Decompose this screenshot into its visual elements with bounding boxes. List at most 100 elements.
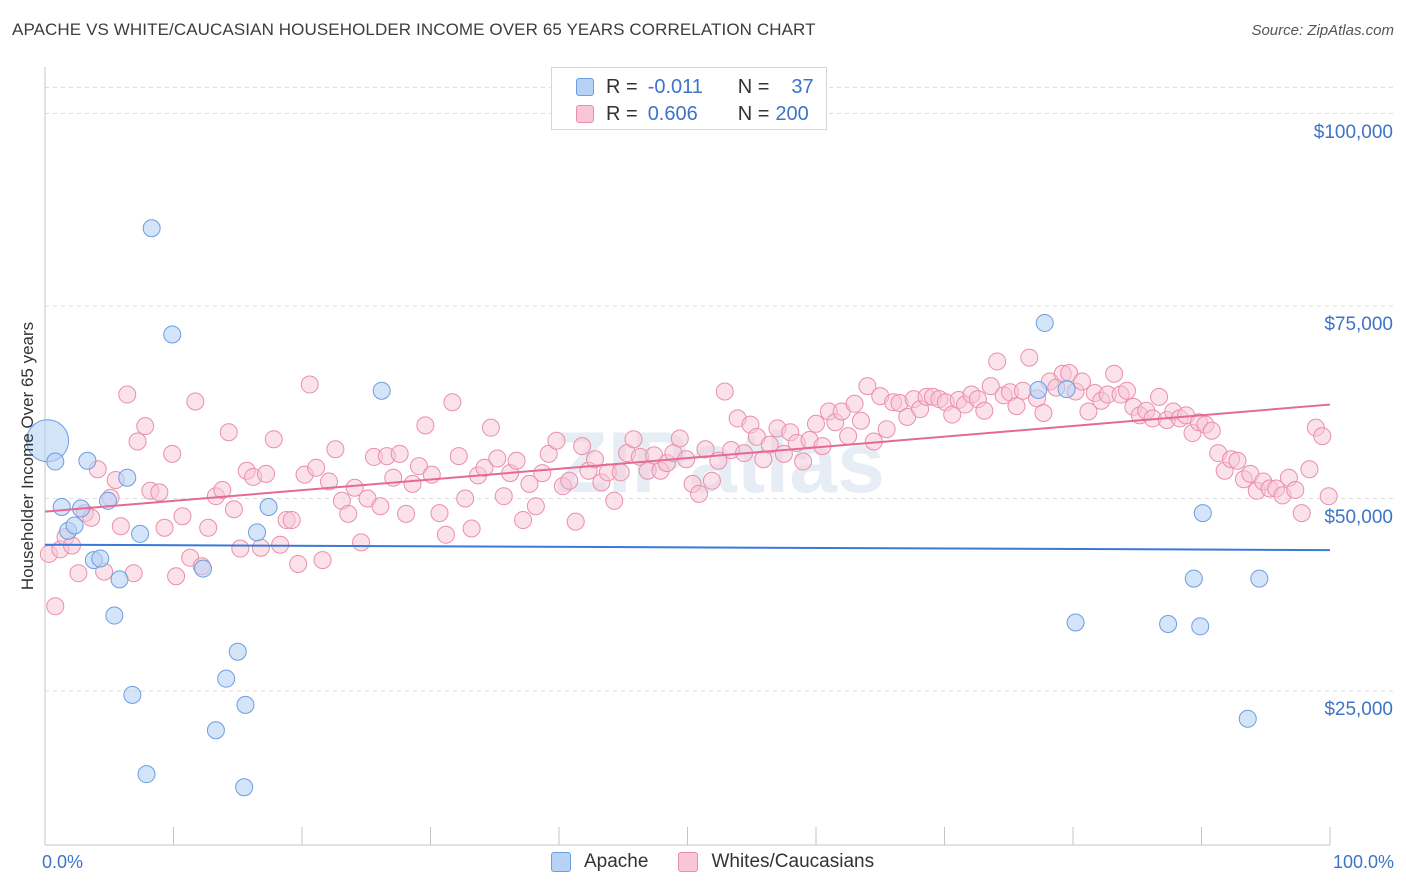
white-caucasian-point xyxy=(1072,372,1091,391)
white-caucasian-point xyxy=(213,481,232,500)
white-caucasian-point xyxy=(696,440,715,459)
r-label: R = xyxy=(606,102,638,125)
white-caucasian-point xyxy=(690,484,709,503)
white-caucasian-point xyxy=(345,478,364,497)
white-caucasian-point xyxy=(352,533,371,552)
white-caucasian-point xyxy=(219,423,238,442)
white-caucasian-point xyxy=(845,394,864,413)
white-caucasian-point xyxy=(231,539,250,558)
white-n-value: 200 xyxy=(775,102,809,125)
apache-point xyxy=(65,516,84,535)
y-tick-label: $75,000 xyxy=(1324,314,1393,335)
white-caucasian-point xyxy=(1300,460,1319,479)
white-caucasian-point xyxy=(702,471,721,490)
apache-point xyxy=(1193,504,1212,523)
apache-swatch xyxy=(576,78,594,96)
white-caucasian-point xyxy=(69,564,88,583)
apache-point xyxy=(217,669,236,688)
white-caucasian-point xyxy=(289,554,308,573)
y-tick-label: $25,000 xyxy=(1324,699,1393,720)
white-caucasian-point xyxy=(1202,421,1221,440)
white-caucasian-point xyxy=(173,507,192,526)
white-caucasian-point xyxy=(416,416,435,435)
apache-point xyxy=(1066,613,1085,632)
white-caucasian-point xyxy=(475,458,494,477)
white-caucasian-point xyxy=(851,411,870,430)
apache-point xyxy=(1191,617,1210,636)
white-caucasian-point xyxy=(397,504,416,523)
legend-row-apache: R = -0.011 N = 37 xyxy=(576,74,814,100)
white-caucasian-point xyxy=(167,567,186,586)
apache-point xyxy=(78,451,97,470)
apache-point xyxy=(259,497,278,516)
chart-title: APACHE VS WHITE/CAUCASIAN HOUSEHOLDER IN… xyxy=(12,20,816,39)
apache-point xyxy=(372,381,391,400)
apache-point xyxy=(1184,569,1203,588)
apache-point xyxy=(235,778,254,797)
white-caucasian-point xyxy=(186,392,205,411)
legend-row-white: R = 0.606 N = 200 xyxy=(576,101,809,127)
white-caucasian-point xyxy=(339,504,358,523)
white-caucasian-point xyxy=(533,464,552,483)
white-caucasian-point xyxy=(136,417,155,436)
white-caucasian-point xyxy=(975,401,994,420)
white-swatch xyxy=(576,105,594,123)
white-caucasian-point xyxy=(403,474,422,493)
y-axis-label: Householder Income Over 65 years xyxy=(18,321,37,591)
white-caucasian-point xyxy=(981,377,1000,396)
apache-point xyxy=(110,570,129,589)
legend-item-apache[interactable]: Apache xyxy=(551,851,648,873)
apache-point xyxy=(194,559,213,578)
white-caucasian-point xyxy=(877,420,896,439)
white-caucasian-point xyxy=(520,474,539,493)
apache-legend-swatch xyxy=(551,852,571,872)
white-caucasian-point xyxy=(128,432,147,451)
white-caucasian-point xyxy=(409,457,428,476)
y-tick-label: $50,000 xyxy=(1324,506,1393,528)
white-legend-swatch xyxy=(678,852,699,872)
white-caucasian-point xyxy=(670,429,689,448)
apache-point xyxy=(236,695,255,714)
white-caucasian-point xyxy=(1105,364,1124,383)
white-caucasian-point xyxy=(547,431,566,450)
source-label: Source: ZipAtlas.com xyxy=(1251,22,1394,39)
white-caucasian-point xyxy=(1228,451,1247,470)
white-caucasian-point xyxy=(611,463,630,482)
apache-r-value: -0.011 xyxy=(647,75,703,98)
white-caucasian-point xyxy=(251,538,270,557)
white-caucasian-point xyxy=(118,385,137,404)
white-caucasian-point xyxy=(715,382,734,401)
white-caucasian-point xyxy=(443,393,462,412)
white-caucasian-point xyxy=(1150,387,1169,406)
apache-point xyxy=(123,685,142,704)
white-caucasian-point xyxy=(462,519,481,538)
white-caucasian-point xyxy=(264,430,283,449)
r-label: R = xyxy=(606,75,638,98)
white-caucasian-point xyxy=(371,497,390,516)
white-r-value: 0.606 xyxy=(647,102,698,125)
apache-point xyxy=(105,606,124,625)
apache-point xyxy=(1035,313,1054,332)
series-legend: Apache Whites/Caucasians xyxy=(551,851,904,873)
white-caucasian-point xyxy=(307,458,326,477)
white-caucasian-point xyxy=(300,375,319,394)
white-caucasian-point xyxy=(1292,504,1311,523)
white-caucasian-point xyxy=(390,444,409,463)
apache-n-value: 37 xyxy=(791,75,814,98)
apache-point xyxy=(206,721,225,740)
white-caucasian-point xyxy=(807,414,825,433)
apache-point xyxy=(1029,380,1048,399)
white-caucasian-point xyxy=(319,472,338,491)
white-caucasian-point xyxy=(507,451,526,470)
apache-point xyxy=(142,219,161,238)
legend-item-white[interactable]: Whites/Caucasians xyxy=(678,851,874,873)
apache-point xyxy=(46,452,65,471)
white-caucasian-point xyxy=(858,377,877,396)
apache-point xyxy=(228,642,247,661)
white-caucasian-point xyxy=(282,511,301,530)
n-label: N = xyxy=(737,75,770,98)
white-caucasian-point xyxy=(456,489,475,508)
white-caucasian-point xyxy=(1117,381,1136,400)
white-caucasian-point xyxy=(155,518,174,537)
